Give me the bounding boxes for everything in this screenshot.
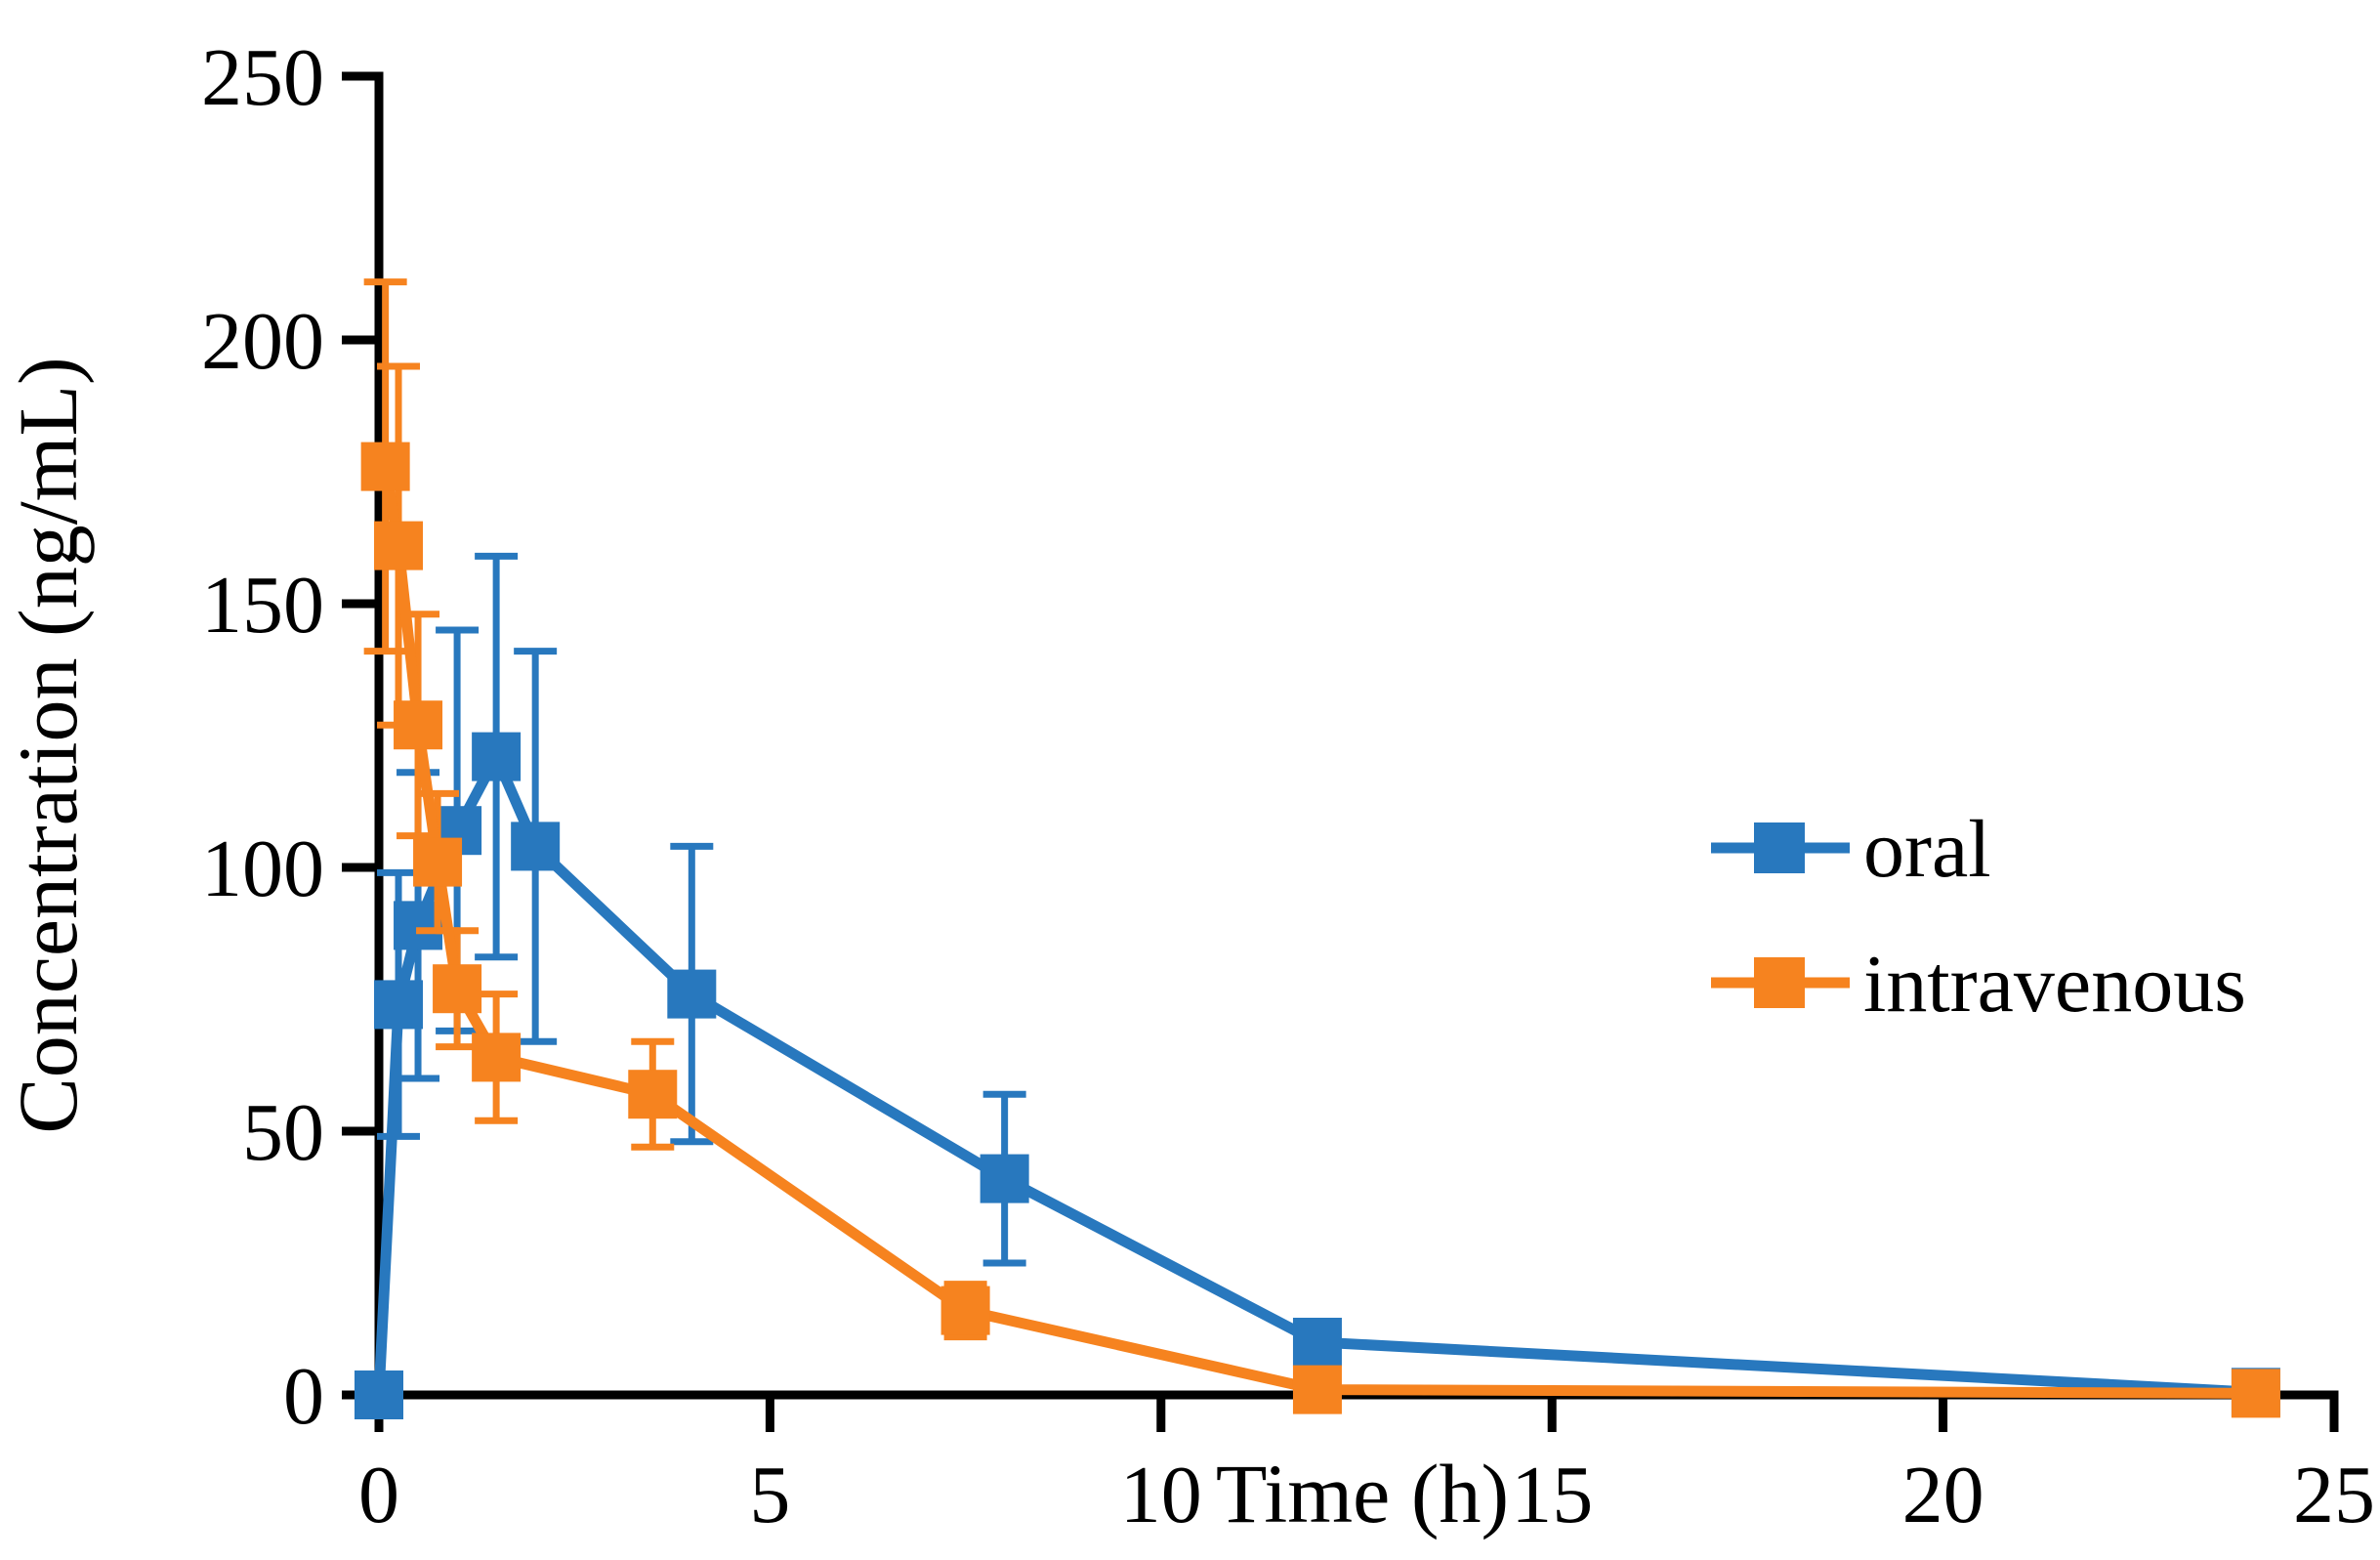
x-tick-label: 5	[749, 1450, 790, 1540]
legend-label-oral: oral	[1863, 804, 1991, 895]
series-line-intravenous	[380, 465, 2256, 1399]
data-point-intravenous	[360, 442, 410, 491]
data-point-intravenous	[628, 1070, 678, 1119]
x-tick-label: 15	[1511, 1450, 1593, 1540]
x-tick-label: 20	[1902, 1450, 1984, 1540]
data-point-oral	[980, 1154, 1029, 1203]
y-tick-label: 150	[201, 560, 324, 651]
data-point-intravenous	[940, 1286, 990, 1335]
x-tick-label: 10	[1120, 1450, 1202, 1540]
data-point-intravenous	[2231, 1369, 2280, 1418]
y-tick-label: 250	[201, 32, 324, 123]
legend: oral intravenous	[1711, 804, 2246, 1030]
legend-marker-intravenous	[1754, 957, 1805, 1008]
data-point-oral	[355, 1370, 403, 1419]
y-tick-label: 200	[201, 296, 324, 387]
legend-item-oral: oral	[1711, 804, 1991, 895]
data-point-intravenous	[1292, 1365, 1342, 1414]
data-point-intravenous	[413, 837, 463, 887]
data-point-intravenous	[472, 1033, 522, 1082]
legend-label-intravenous: intravenous	[1863, 939, 2246, 1030]
data-point-intravenous	[374, 521, 424, 570]
data-point-intravenous	[394, 700, 443, 750]
x-tick-label: 0	[358, 1450, 399, 1540]
data-point-oral	[1292, 1318, 1342, 1367]
data-point-oral	[374, 980, 424, 1030]
data-point-intravenous	[433, 964, 482, 1014]
legend-marker-oral	[1754, 822, 1805, 873]
x-tick-label: 25	[2293, 1450, 2375, 1540]
y-tick-label: 50	[242, 1087, 324, 1178]
y-axis-title: Concentration (ng/mL)	[1, 357, 95, 1133]
data-point-oral	[472, 732, 522, 781]
x-axis-title: Time (h)	[1216, 1447, 1509, 1540]
series-line-oral	[373, 751, 2257, 1398]
data-point-oral	[667, 969, 717, 1019]
series-intravenous	[360, 278, 2280, 1418]
legend-item-intravenous: intravenous	[1711, 939, 2246, 1030]
y-tick-label: 0	[283, 1351, 324, 1442]
series-layer	[355, 278, 2280, 1419]
axes: 0 50 100 150 200 250 0 5 10 15 20 25	[201, 32, 2375, 1540]
y-tick-label: 100	[201, 823, 324, 914]
data-point-oral	[511, 822, 561, 871]
